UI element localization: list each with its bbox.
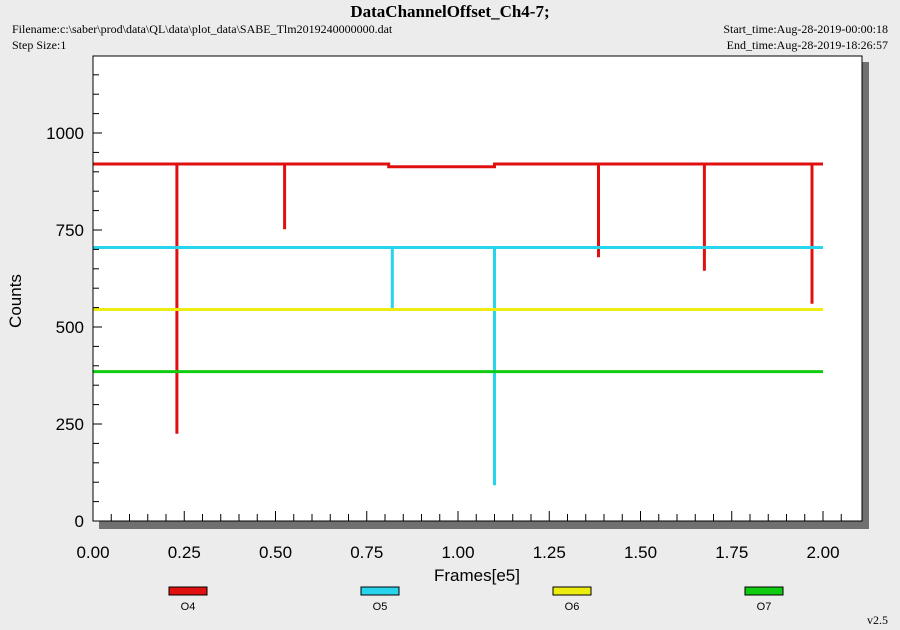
x-tick-label: 1.25 (533, 543, 566, 562)
y-tick-label: 1000 (46, 124, 84, 143)
legend-swatch-o5 (360, 586, 400, 596)
series-layer (93, 162, 823, 486)
x-tick-label: 1.75 (715, 543, 748, 562)
x-tick-label: 1.50 (624, 543, 657, 562)
legend: O4 O5 O6 O7 (168, 586, 784, 613)
plot-area (92, 55, 863, 522)
x-tick-label: 1.00 (441, 543, 474, 562)
legend-label-o6: O6 (565, 601, 580, 613)
series-line-o4 (93, 162, 823, 434)
step-size-label: Step Size:1 (12, 38, 67, 52)
legend-swatch-o7 (744, 586, 784, 596)
y-tick-label: 0 (75, 512, 84, 531)
version-label: v2.5 (867, 613, 888, 627)
legend-label-o4: O4 (181, 601, 196, 613)
x-tick-label: 2.00 (806, 543, 839, 562)
legend-swatch-o6 (552, 586, 592, 596)
y-tick-label: 750 (56, 221, 84, 240)
y-tick-label: 250 (56, 415, 84, 434)
start-time-label: Start_time:Aug-28-2019-00:00:18 (723, 22, 888, 36)
legend-swatch-o4 (168, 586, 208, 596)
filename-label: Filename:c:\saber\prod\data\QL\data\plot… (12, 22, 393, 36)
end-time-label: End_time:Aug-28-2019-18:26:57 (726, 38, 888, 52)
chart-title: DataChannelOffset_Ch4-7; (350, 2, 550, 21)
series-line-o5 (93, 246, 823, 486)
x-tick-label: 0.50 (259, 543, 292, 562)
y-tick-label: 500 (56, 318, 84, 337)
x-tick-label: 0.00 (76, 543, 109, 562)
x-tick-label: 0.75 (350, 543, 383, 562)
x-tick-label: 0.25 (168, 543, 201, 562)
x-axis-label: Frames[e5] (434, 566, 520, 585)
legend-label-o5: O5 (373, 601, 388, 613)
y-axis-label: Counts (6, 274, 25, 328)
legend-label-o7: O7 (757, 601, 772, 613)
axis-layer: 0 250 500 750 1000 0.00 0.25 0.50 0.75 1.00 1.25 1.… (46, 56, 862, 562)
